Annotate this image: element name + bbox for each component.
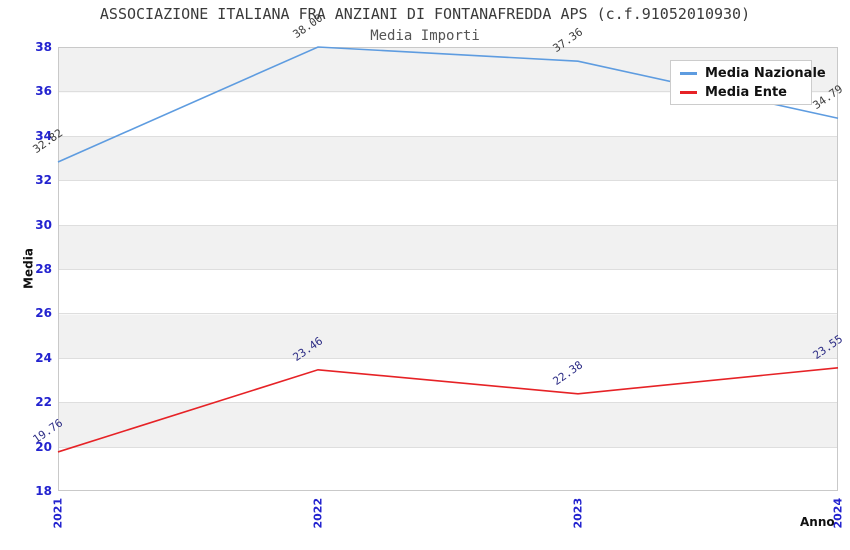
- y-tick-label: 32: [35, 173, 52, 188]
- plot-area: [58, 47, 838, 491]
- gridline: [59, 91, 837, 93]
- y-tick-label: 30: [35, 217, 52, 232]
- y-tick-label: 18: [35, 484, 52, 498]
- gridline: [59, 180, 837, 182]
- gridline: [59, 357, 837, 359]
- y-tick-label: 36: [35, 84, 52, 99]
- x-axis-title: Anno: [800, 515, 835, 529]
- gridline: [59, 446, 837, 448]
- y-tick-label: 22: [35, 395, 52, 410]
- legend: Media Nazionale Media Ente: [670, 60, 826, 105]
- y-tick-label: 26: [35, 306, 52, 321]
- x-tick-label: 2021: [51, 497, 65, 529]
- chart-subtitle: Media Importi: [370, 28, 480, 44]
- y-axis-title: Media: [21, 248, 36, 289]
- legend-item-media-nazionale: Media Nazionale: [671, 66, 826, 81]
- gridline: [59, 269, 837, 270]
- x-tick-label: 2022: [311, 497, 325, 529]
- chart-title: ASSOCIAZIONE ITALIANA FRA ANZIANI DI FON…: [99, 5, 751, 23]
- gridline: [59, 313, 837, 315]
- y-tick-label: 20: [35, 439, 52, 454]
- legend-label: Media Nazionale: [705, 65, 826, 81]
- y-tick-label: 28: [35, 262, 52, 276]
- gridline: [59, 402, 837, 404]
- x-tick-label: 2023: [571, 497, 585, 529]
- y-tick-label: 38: [35, 40, 52, 54]
- legend-label: Media Ente: [705, 84, 787, 100]
- gridline: [59, 135, 837, 137]
- y-tick-label: 34: [35, 128, 52, 143]
- line-series-svg: [57, 46, 839, 453]
- gridline: [59, 224, 837, 226]
- y-tick-label: 24: [35, 350, 52, 365]
- media-ente-line-swatch: [680, 90, 697, 94]
- series-line-1: [57, 366, 839, 453]
- legend-item-media-ente: Media Ente: [671, 85, 811, 100]
- media-nazionale-line-swatch: [680, 71, 697, 75]
